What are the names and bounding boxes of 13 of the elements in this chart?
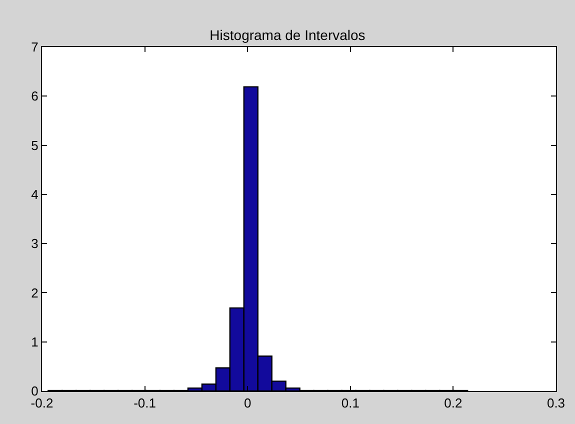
x-tick-label: 0.1: [341, 396, 360, 411]
y-tick-label: 6: [31, 88, 38, 104]
chart-title: Histograma de Intervalos: [210, 26, 366, 43]
y-tick-label: 4: [31, 186, 38, 202]
x-tick-label: 0: [244, 396, 252, 411]
y-tick-label: 7: [31, 40, 38, 55]
y-tick-label: 5: [31, 138, 38, 153]
x-tick-label: -0.1: [134, 396, 156, 411]
y-tick-label: 2: [31, 285, 38, 300]
x-tick-label: 0.3: [546, 396, 566, 411]
x-tick-label: 0.2: [444, 396, 462, 411]
y-tick-label: 3: [31, 236, 38, 252]
y-tick-label: 1: [31, 334, 38, 350]
